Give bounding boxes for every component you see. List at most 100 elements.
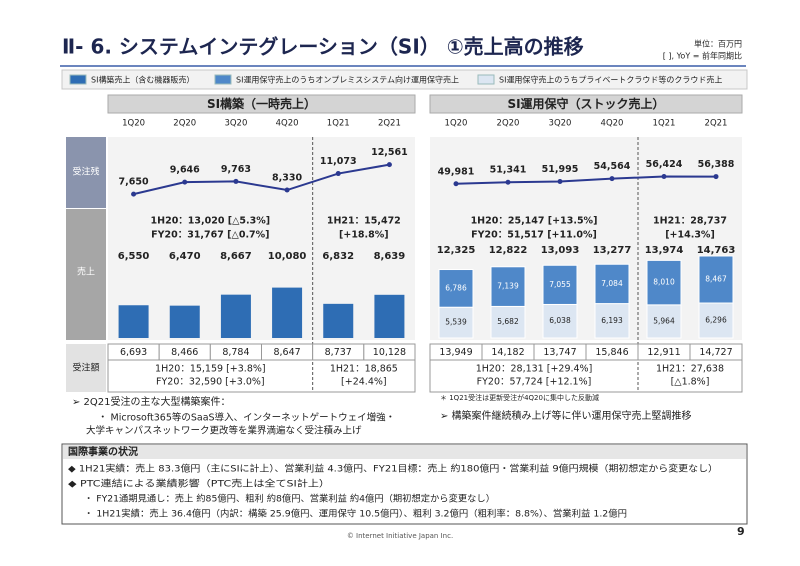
- bar: [118, 305, 149, 338]
- intl-item: ◆ PTC連結による業績影響（PTC売上は全てSI計上）: [68, 478, 330, 490]
- bar: [169, 305, 200, 338]
- category-label: 1Q21: [653, 119, 676, 129]
- order-value: 10,128: [373, 347, 406, 358]
- panel-bg: [430, 137, 742, 340]
- category-label: 4Q20: [276, 119, 299, 129]
- bar-label: 10,080: [268, 251, 307, 262]
- intl-title: 国際事業の状況: [68, 445, 138, 458]
- category-label: 2Q21: [705, 119, 728, 129]
- table-notes: [429, 359, 743, 393]
- row-box: [66, 137, 106, 208]
- category-label: 3Q20: [549, 119, 572, 129]
- order-value: 8,466: [171, 347, 198, 358]
- total-label: 12,822: [489, 245, 528, 256]
- bar-label: 6,470: [169, 251, 201, 262]
- category-label: 4Q20: [601, 119, 624, 129]
- backlog-line: [133, 163, 390, 196]
- segment-label: 7,139: [497, 282, 519, 291]
- period-summary: [+18.8%]: [339, 230, 389, 241]
- segment-label: 6,038: [549, 316, 571, 325]
- backlog-label: 7,650: [119, 177, 149, 188]
- total-label: 13,093: [541, 245, 580, 256]
- backlog-point: [505, 179, 511, 185]
- order-value: 8,737: [325, 347, 352, 358]
- segment-label: 8,467: [705, 275, 727, 284]
- period-summary: 1H21：28,737: [653, 216, 727, 227]
- order-value: 15,846: [595, 347, 628, 358]
- bar-segment: [542, 264, 578, 305]
- bar-segment: [594, 303, 630, 339]
- bar: [323, 303, 354, 338]
- backlog-label: 12,561: [371, 147, 408, 158]
- segment-label: 5,682: [497, 317, 519, 326]
- bar-segment: [698, 255, 734, 304]
- segment-label: 6,786: [445, 283, 467, 292]
- bar-segment: [542, 303, 578, 339]
- panel-header: [429, 94, 743, 114]
- copyright: © Internet Initiative Japan Inc.: [347, 532, 453, 540]
- segment-label: 7,055: [549, 280, 571, 289]
- note: ＊ 1Q21受注は更新受注が4Q20に集中した反動減: [440, 393, 599, 402]
- total-label: 13,277: [593, 245, 632, 256]
- backlog-point: [284, 187, 290, 193]
- note: 大学キャンパスネットワーク更改等を業界満遍なく受注積み上げ: [86, 425, 362, 437]
- backlog-label: 49,981: [438, 166, 475, 177]
- table-notes: [107, 359, 416, 393]
- bar-label: 8,667: [220, 251, 252, 262]
- bar-segment: [594, 263, 630, 305]
- unit: 単位：百万円: [694, 39, 742, 49]
- order-value: 13,949: [439, 347, 472, 358]
- backlog-label: 51,341: [490, 165, 527, 176]
- backlog-label: 56,424: [646, 159, 683, 170]
- order-value: 14,727: [699, 347, 732, 358]
- row-label: 売上: [77, 266, 95, 278]
- order-value: 8,784: [222, 347, 249, 358]
- order-summary: [+24.4%]: [341, 377, 387, 388]
- backlog-label: 11,073: [320, 156, 357, 167]
- category-label: 3Q20: [224, 119, 247, 129]
- note: ➢ 2Q21受注の主な大型構築案件：: [72, 395, 231, 408]
- category-label: 2Q20: [497, 119, 520, 129]
- note: ➢ 構築案件継続積み上げ等に伴い運用保守売上堅調推移: [440, 409, 692, 422]
- backlog-label: 9,646: [170, 165, 200, 176]
- category-label: 1Q21: [327, 119, 350, 129]
- intl-item: ・ FY21通期見通し：売上 約85億円、粗利 約8億円、営業利益 約4億円（期…: [84, 493, 495, 505]
- note: ・ Microsoft365等のSaaS導入、インターネットゲートウェイ増強・: [98, 412, 395, 424]
- order-summary: FY20：32,590 [+3.0%]: [156, 377, 265, 388]
- legend-swatch: [477, 74, 495, 85]
- intl-box-header: [63, 445, 746, 459]
- legend-swatch: [69, 74, 87, 85]
- order-summary: 1H20：28,131 [+29.4%]: [476, 364, 593, 375]
- period-summary: [+14.3%]: [665, 230, 715, 241]
- backlog-point: [713, 174, 719, 180]
- bar-label: 8,639: [374, 251, 406, 262]
- charts: SI構築（一時売上） 1Q20 2Q20 3Q20 4Q20 1Q21 2Q21 7,650 9…: [107, 94, 743, 393]
- category-label: 2Q21: [378, 119, 401, 129]
- period-summary: FY20：31,767 [△0.7%]: [151, 230, 269, 241]
- slide-title: Ⅱ- 6. システムインテグレーション（SI） ①売上高の推移: [62, 35, 584, 59]
- row-box: [66, 209, 106, 340]
- order-value: 13,747: [543, 347, 576, 358]
- backlog-line: [455, 175, 717, 185]
- row-label: 受注額: [72, 362, 99, 374]
- intl-item: ◆ 1H21実績：売上 83.3億円（主にSIに計上）、営業利益 4.3億円、F…: [68, 463, 718, 475]
- segment-label: 5,964: [653, 316, 675, 325]
- bar-segment: [646, 259, 682, 306]
- backlog-point: [661, 174, 667, 180]
- period-summary: 1H20：25,147 [+13.5%]: [471, 216, 598, 227]
- backlog-label: 8,330: [272, 173, 302, 184]
- panel-title: SI構築（一時売上）: [207, 96, 316, 111]
- row-box: [66, 344, 106, 392]
- total-label: 12,325: [437, 245, 476, 256]
- yoy-note: [ ], YoY = 前年同期比: [663, 51, 742, 61]
- segment-label: 8,010: [653, 278, 675, 287]
- bar-segment: [646, 304, 682, 339]
- period-summary: FY20：51,517 [+11.0%]: [471, 230, 597, 241]
- bar: [220, 294, 251, 338]
- backlog-point: [386, 162, 392, 168]
- backlog-label: 9,763: [221, 164, 251, 175]
- bar-label: 6,832: [322, 251, 354, 262]
- segment-label: 6,193: [601, 316, 623, 325]
- backlog-label: 56,388: [698, 159, 735, 170]
